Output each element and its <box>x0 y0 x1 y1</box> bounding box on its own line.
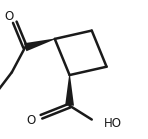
Text: O: O <box>26 114 36 127</box>
Text: HO: HO <box>103 117 122 130</box>
Polygon shape <box>24 39 55 51</box>
Polygon shape <box>65 75 74 106</box>
Text: O: O <box>4 10 13 23</box>
